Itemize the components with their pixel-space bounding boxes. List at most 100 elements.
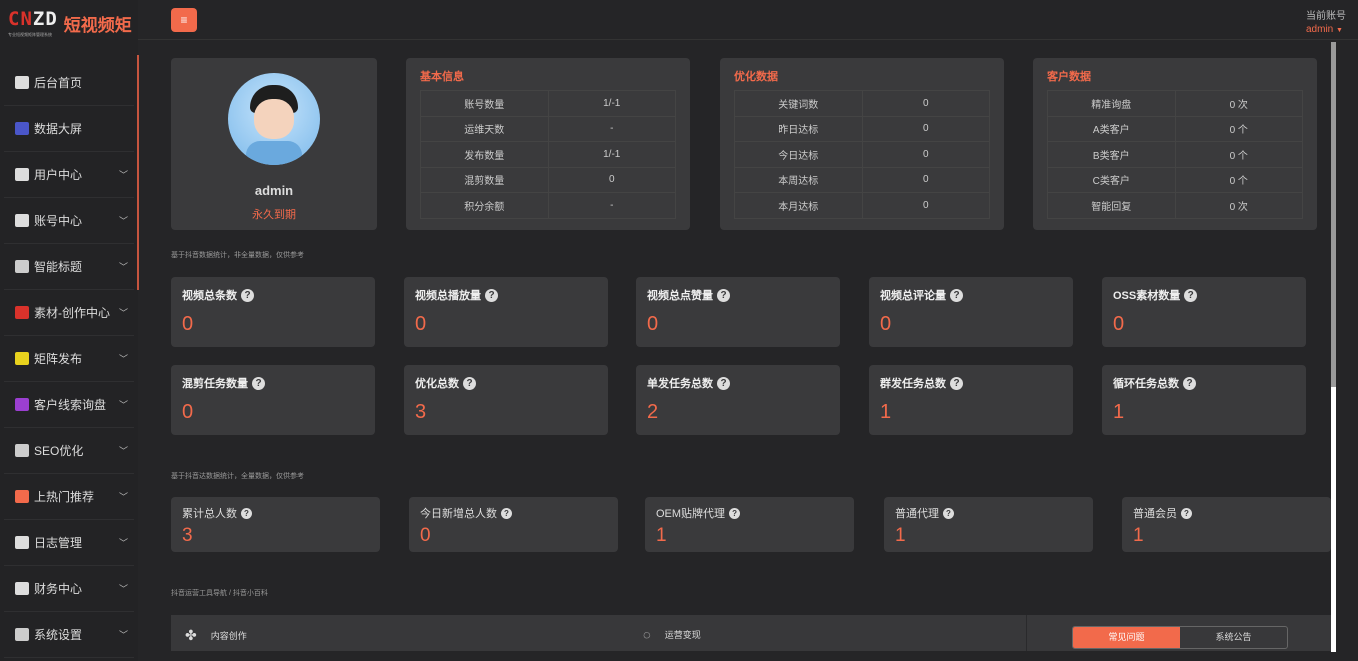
sidebar-item[interactable]: 数据大屏 [4, 106, 134, 152]
sidebar-item[interactable]: 日志管理 ﹀ [4, 520, 134, 566]
stat-card: 优化总数? 3 [404, 365, 608, 435]
sidebar-item[interactable]: 素材-创作中心 ﹀ [4, 290, 134, 336]
logo[interactable]: CNZD 短视频矩 专业短视频矩阵管理系统 [8, 8, 132, 37]
user-icon [15, 168, 29, 181]
row-label: A类客户 [1047, 115, 1176, 142]
row-value: 0 [861, 115, 990, 142]
sidebar-item[interactable]: SEO优化 ﹀ [4, 428, 134, 474]
help-icon[interactable]: ? [485, 288, 498, 302]
help-icon[interactable]: ? [1183, 376, 1196, 390]
user-stat-card: 累计总人数? 3 [171, 497, 380, 552]
help-icon[interactable]: ? [1181, 507, 1192, 519]
stat-card: 视频总点赞量? 0 [636, 277, 840, 347]
sidebar-item[interactable]: 智能标题 ﹀ [4, 244, 134, 290]
video-icon [15, 306, 29, 319]
sidebar-item[interactable]: 矩阵发布 ﹀ [4, 336, 134, 382]
sidebar-item-label: 上热门推荐 [34, 490, 95, 504]
sidebar-item-label: 账号中心 [34, 214, 83, 228]
table-row: 积分余额 - [420, 192, 676, 219]
operations-link[interactable]: ◌ 运营变现 [643, 627, 701, 642]
help-icon[interactable]: ? [717, 376, 730, 390]
menu-toggle-button[interactable]: ≡ [171, 8, 197, 32]
avatar [228, 73, 320, 165]
row-value: 0 [547, 166, 676, 193]
panel-title: 优化数据 [734, 71, 778, 83]
fire-icon [15, 490, 29, 503]
row-label: 积分余额 [420, 192, 549, 219]
sidebar-item[interactable]: 账号中心 ﹀ [4, 198, 134, 244]
stat-value: 0 [415, 313, 427, 335]
tab-faq[interactable]: 常见问题 [1073, 627, 1180, 648]
sidebar-item-label: 财务中心 [34, 582, 83, 596]
chevron-down-icon: ﹀ [118, 308, 128, 318]
row-value: 1/-1 [547, 90, 676, 117]
sidebar-item[interactable]: 用户中心 ﹀ [4, 152, 134, 198]
yuan-icon [15, 582, 29, 595]
info-panel: 客户数据 精准询盘 0 次 A类客户 0 个 B类客户 0 个 C类客户 0 个智能回复 0 次 [1033, 58, 1317, 230]
row-label: 本周达标 [734, 166, 863, 193]
table-row: B类客户 0 个 [1047, 141, 1303, 168]
row-label: C类客户 [1047, 166, 1176, 193]
scrollbar-thumb[interactable] [1331, 42, 1336, 387]
sidebar-item[interactable]: 上热门推荐 ﹀ [4, 474, 134, 520]
help-icon[interactable]: ? [717, 288, 730, 302]
help-icon[interactable]: ? [252, 376, 265, 390]
sidebar-item[interactable]: 后台首页 [4, 60, 134, 106]
stat-value: 1 [656, 525, 667, 546]
row-label: 账号数量 [420, 90, 549, 117]
sidebar-item-label: 客户线索询盘 [34, 398, 107, 412]
stat-value: 0 [1113, 313, 1125, 335]
table-row: 混剪数量 0 [420, 166, 676, 193]
help-icon[interactable]: ? [241, 507, 252, 519]
camera-icon [15, 352, 29, 365]
table-row: A类客户 0 个 [1047, 115, 1303, 142]
tab-announcements[interactable]: 系统公告 [1215, 632, 1252, 642]
help-icon[interactable]: ? [463, 376, 476, 390]
users-note: 基于抖音达数据统计，全量数据，仅供参考 [171, 473, 304, 480]
stat-value: 0 [880, 313, 892, 335]
seo-icon [15, 444, 29, 457]
help-icon[interactable]: ? [501, 507, 512, 519]
table-row: 今日达标 0 [734, 141, 990, 168]
sidebar-item[interactable]: 系统设置 ﹀ [4, 612, 134, 658]
folder-icon [15, 398, 29, 411]
account-menu[interactable]: 当前账号 admin ▼ [1306, 7, 1346, 35]
sidebar-item[interactable]: 客户线索询盘 ﹀ [4, 382, 134, 428]
tools-note: 抖音运营工具导航 / 抖音小百科 [171, 590, 268, 597]
table-row: 昨日达标 0 [734, 115, 990, 142]
info-table: 账号数量 1/-1 运维天数 - 发布数量 1/-1 混剪数量 0 积分余额 - [420, 90, 676, 219]
help-icon[interactable]: ? [1184, 288, 1198, 302]
content-creation-link[interactable]: ✤ 内容创作 [185, 627, 247, 644]
row-label: 关键词数 [734, 90, 863, 117]
top-bar: ≡ 当前账号 admin ▼ [138, 0, 1358, 40]
stat-label: 累计总人数 [182, 508, 237, 520]
stat-label: OEM贴牌代理 [656, 508, 726, 520]
row-label: 昨日达标 [734, 115, 863, 142]
sidebar-item-label: 素材-创作中心 [34, 306, 110, 320]
chevron-down-icon: ﹀ [118, 492, 128, 502]
stat-label: 群发任务总数 [880, 378, 946, 390]
sidebar-item[interactable]: 财务中心 ﹀ [4, 566, 134, 612]
row-value: - [547, 192, 676, 219]
sidebar-item-label: SEO优化 [34, 444, 84, 458]
help-icon[interactable]: ? [241, 288, 254, 302]
sidebar-item-label: 智能标题 [34, 260, 83, 274]
table-row: C类客户 0 个 [1047, 166, 1303, 193]
logo-mark-white: ZD [32, 8, 58, 30]
tools-panel: ✤ 内容创作 ◌ 运营变现 常见问题 系统公告 [171, 615, 1331, 651]
info-panel: 基本信息 账号数量 1/-1 运维天数 - 发布数量 1/-1 混剪数量 0 积分余额 - [406, 58, 690, 230]
loop-icon: ◌ [643, 627, 651, 642]
row-label: 智能回复 [1047, 192, 1176, 219]
stat-label: 视频总评论量 [880, 290, 946, 302]
table-row: 智能回复 0 次 [1047, 192, 1303, 219]
stat-value: 0 [182, 313, 194, 335]
stat-value: 0 [647, 313, 659, 335]
stat-card: OSS素材数量? 0 [1102, 277, 1306, 347]
scrollbar-track[interactable] [1331, 387, 1336, 652]
help-icon[interactable]: ? [950, 376, 963, 390]
user-stat-card: 今日新增总人数? 0 [409, 497, 618, 552]
table-row: 运维天数 - [420, 115, 676, 142]
help-icon[interactable]: ? [729, 507, 741, 519]
help-icon[interactable]: ? [943, 507, 954, 519]
help-icon[interactable]: ? [950, 288, 963, 302]
